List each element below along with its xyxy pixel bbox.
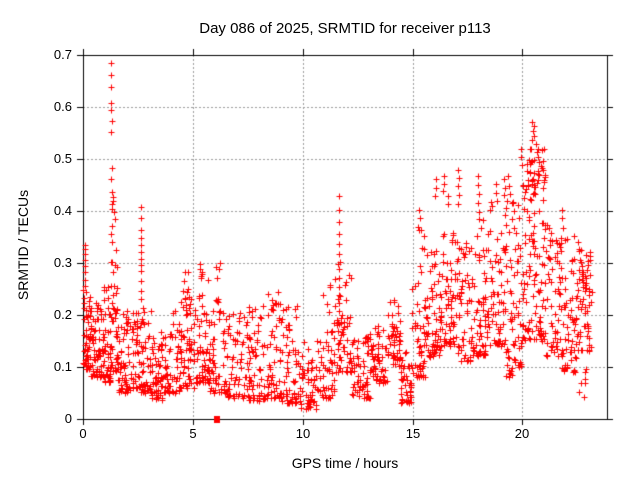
y-tick-label: 0.2 bbox=[53, 307, 72, 322]
y-tick-label: 0.5 bbox=[53, 151, 72, 166]
y-tick-label: 0 bbox=[64, 411, 72, 426]
x-tick-label: 0 bbox=[79, 426, 87, 441]
chart-title: Day 086 of 2025, SRMTID for receiver p11… bbox=[199, 20, 491, 37]
y-tick-label: 0.1 bbox=[53, 359, 72, 374]
y-tick-label: 0.6 bbox=[53, 99, 72, 114]
x-axis-title: GPS time / hours bbox=[291, 455, 399, 471]
x-tick-label: 20 bbox=[514, 426, 530, 441]
y-tick-label: 0.7 bbox=[53, 47, 72, 62]
y-tick-label: 0.3 bbox=[53, 255, 72, 270]
y-axis-title: SRMTID / TECUs bbox=[15, 189, 31, 301]
x-tick-label: 10 bbox=[295, 426, 311, 441]
x-tick-label: 15 bbox=[405, 426, 421, 441]
y-tick-label: 0.4 bbox=[53, 203, 72, 218]
x-tick-label: 5 bbox=[189, 426, 197, 441]
